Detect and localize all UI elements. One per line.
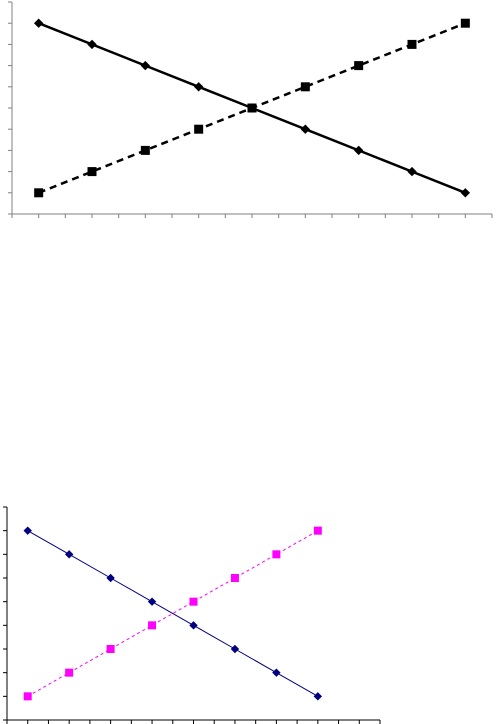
series-1-point: [460, 188, 471, 198]
series-1-point: [300, 124, 311, 134]
series-1-point: [230, 644, 240, 654]
series-2-point: [23, 692, 32, 701]
series-1-point: [87, 39, 97, 50]
series-1-point: [407, 166, 417, 177]
series-1-point: [64, 550, 74, 559]
series-2-point: [354, 61, 364, 71]
chart-top: [8, 1, 493, 218]
series-2-line: [27, 530, 319, 697]
series-2-point: [272, 550, 281, 559]
series-2-point: [230, 574, 239, 582]
series-1-point: [193, 82, 204, 92]
series-2-point: [106, 645, 115, 653]
series-1-point: [140, 60, 151, 71]
series-2-point: [407, 39, 417, 49]
series-2-point: [460, 18, 470, 28]
series-1-point: [23, 526, 32, 535]
series-1-point: [313, 692, 323, 701]
series-2-point: [194, 124, 204, 134]
series-1-line: [27, 530, 319, 697]
series-2-point: [300, 82, 310, 92]
series-2-point: [140, 145, 150, 155]
series-2-point: [313, 526, 322, 535]
series-2-point: [34, 188, 44, 198]
series-2-point: [65, 668, 74, 677]
series-2-point: [148, 621, 157, 630]
series-1-point: [147, 597, 157, 606]
series-1-point: [106, 573, 115, 583]
series-1-point: [272, 668, 281, 677]
series-2-point: [189, 597, 198, 606]
series-2-point: [247, 103, 257, 113]
series-1-point: [189, 621, 198, 630]
series-2-point: [87, 167, 97, 177]
series-1-point: [353, 145, 364, 156]
series-1-point: [33, 18, 44, 28]
